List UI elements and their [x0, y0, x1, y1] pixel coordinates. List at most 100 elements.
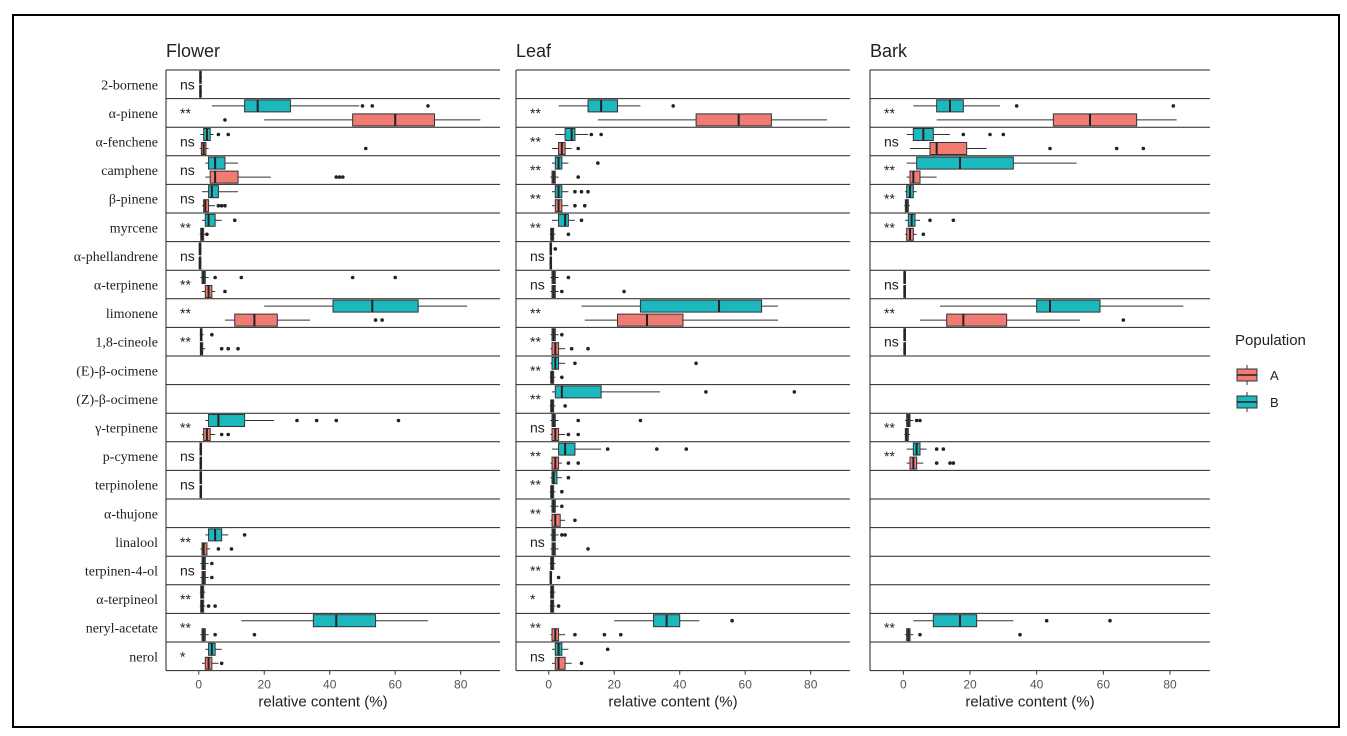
outlier-point — [226, 432, 231, 437]
significance-label: ns — [530, 248, 545, 264]
outlier-point — [370, 104, 375, 108]
significance-label: ns — [180, 248, 195, 264]
x-axis-label: relative content (%) — [965, 694, 1094, 711]
outlier-point — [210, 575, 214, 580]
box-B — [208, 156, 226, 170]
outlier-point — [694, 361, 698, 366]
outlier-point — [219, 661, 224, 666]
outlier-point — [213, 275, 217, 280]
outlier-point — [1114, 146, 1119, 151]
outlier-point — [556, 575, 561, 580]
outlier-point — [560, 289, 564, 294]
significance-label: ** — [530, 362, 541, 378]
outlier-point — [671, 104, 675, 108]
outlier-point — [576, 461, 581, 465]
x-tick-label: 20 — [608, 678, 622, 692]
x-tick-label: 20 — [258, 678, 272, 692]
outlier-point — [295, 418, 299, 423]
x-tick-label: 0 — [900, 678, 907, 692]
outlier-point — [602, 632, 607, 637]
facet-title: Flower — [166, 41, 220, 61]
outlier-point — [232, 218, 237, 223]
significance-label: ** — [884, 620, 895, 636]
box-B — [564, 128, 576, 141]
significance-label: ** — [530, 391, 541, 407]
x-tick-label: 0 — [545, 678, 552, 692]
significance-label: ** — [530, 620, 541, 636]
outlier-point — [1141, 146, 1146, 151]
outlier-point — [566, 232, 571, 237]
outlier-point — [373, 318, 378, 322]
outlier-point — [918, 632, 922, 637]
box-A — [946, 313, 1008, 327]
outlier-point — [206, 604, 211, 608]
outlier-point — [566, 432, 571, 437]
outlier-point — [566, 475, 571, 480]
outlier-point — [216, 203, 221, 208]
outlier-point — [586, 346, 590, 351]
outlier-point — [928, 218, 932, 223]
outlier-point — [426, 104, 430, 108]
outlier-point — [223, 118, 227, 122]
box-A — [234, 313, 278, 327]
significance-label: ns — [180, 477, 195, 493]
significance-label: ** — [884, 219, 895, 235]
outlier-point — [921, 232, 926, 237]
outlier-point — [334, 418, 339, 423]
outlier-point — [622, 289, 626, 294]
significance-label: ns — [180, 448, 195, 464]
outlier-point — [961, 132, 966, 137]
outlier-point — [1108, 618, 1112, 623]
outlier-point — [216, 547, 221, 551]
outlier-point — [951, 218, 956, 223]
outlier-point — [210, 561, 214, 566]
outlier-point — [337, 175, 342, 179]
significance-label: ** — [180, 277, 191, 293]
significance-label: ** — [530, 334, 541, 350]
x-tick-label: 60 — [389, 678, 403, 692]
outlier-point — [560, 332, 564, 337]
outlier-point — [599, 132, 603, 137]
compound-label: γ-terpinene — [94, 422, 158, 437]
compound-label: (Z)-β-ocimene — [76, 393, 158, 408]
compound-label: myrcene — [110, 221, 158, 236]
significance-label: ns — [884, 277, 899, 293]
x-axis-label: relative content (%) — [608, 694, 737, 711]
compound-label: (E)-β-ocimene — [76, 364, 158, 379]
compound-label: α-terpineol — [96, 593, 158, 608]
significance-label: ns — [884, 334, 899, 350]
outlier-point — [556, 604, 561, 608]
significance-label: ns — [530, 420, 545, 436]
outlier-point — [988, 132, 992, 137]
compound-label: camphene — [101, 164, 158, 179]
outlier-point — [380, 318, 384, 322]
compound-label: 1,8-cineole — [95, 336, 158, 351]
significance-label: ** — [180, 334, 191, 350]
compound-label: α-thujone — [104, 507, 158, 522]
significance-label: ns — [180, 162, 195, 178]
outlier-point — [1044, 618, 1049, 623]
compound-label: α-phellandrene — [74, 250, 158, 265]
significance-label: ** — [180, 219, 191, 235]
outlier-point — [566, 461, 571, 465]
outlier-point — [219, 346, 224, 351]
significance-label: ** — [530, 105, 541, 121]
compound-label: neryl-acetate — [86, 622, 158, 637]
outlier-point — [393, 275, 398, 280]
box-A — [695, 113, 772, 127]
significance-label: ** — [530, 305, 541, 321]
outlier-point — [560, 375, 564, 380]
x-tick-label: 40 — [673, 678, 687, 692]
significance-label: ** — [884, 105, 895, 121]
outlier-point — [792, 390, 797, 394]
significance-label: ** — [884, 305, 895, 321]
significance-label: ** — [530, 505, 541, 521]
outlier-point — [934, 447, 939, 451]
compound-label: linalool — [115, 536, 158, 551]
significance-label: ** — [530, 134, 541, 150]
outlier-point — [573, 361, 577, 366]
significance-label: ns — [180, 76, 195, 92]
outlier-point — [334, 175, 339, 179]
significance-label: * — [530, 591, 536, 607]
